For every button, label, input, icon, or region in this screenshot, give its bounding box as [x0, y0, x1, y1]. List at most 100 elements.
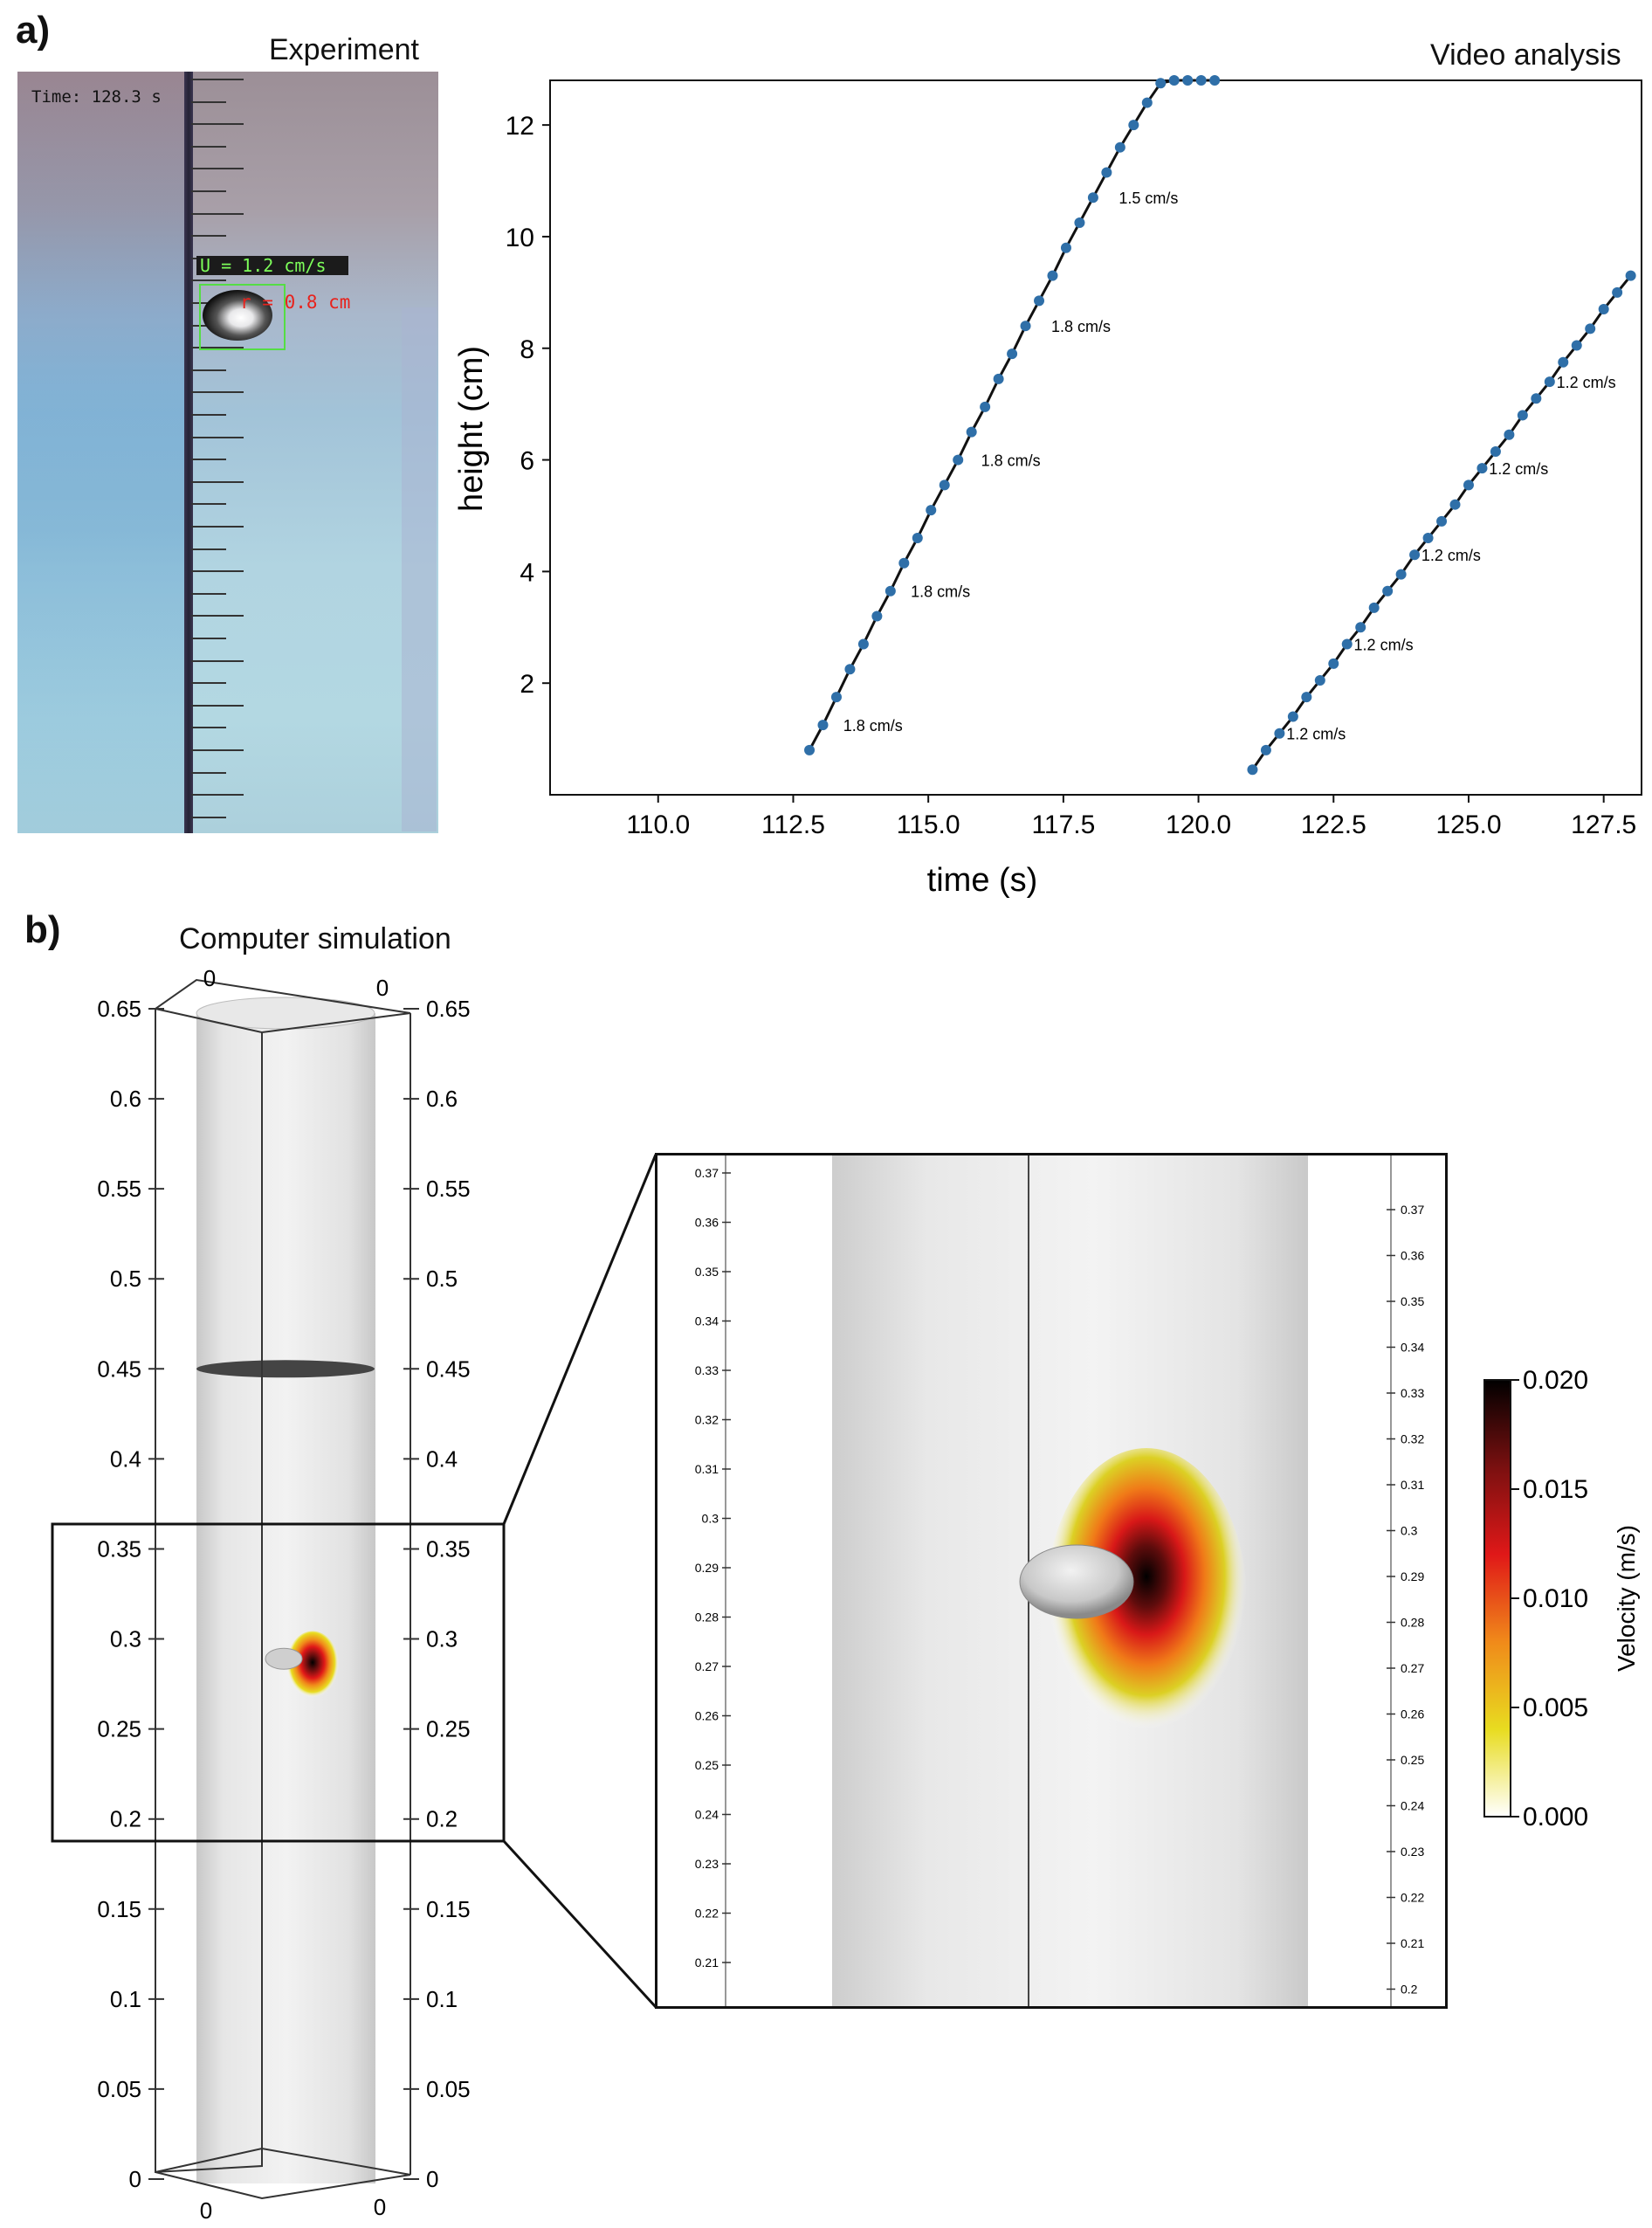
ruler-tick [191, 503, 226, 506]
data-point [1034, 295, 1045, 307]
data-point [1087, 192, 1098, 203]
ruler [184, 72, 193, 833]
photo-side-panel [402, 307, 437, 831]
data-point [1355, 622, 1366, 633]
radius-label: r = 0.8 cm [240, 292, 351, 313]
colorbar-bar [1483, 1379, 1511, 1818]
data-point [939, 479, 950, 491]
y-axis-label: height (cm) [454, 346, 490, 512]
x-tick-label: 110.0 [626, 810, 690, 839]
zoom-left-tick-label: 0.34 [695, 1314, 719, 1328]
left-axis-label: 0 [129, 2166, 141, 2192]
colorbar-tick-label: 0.010 [1523, 1584, 1588, 1613]
data-point [1155, 78, 1167, 89]
ruler-tick [191, 615, 244, 617]
data-point [980, 401, 991, 412]
colorbar-label: Velocity (m/s) [1613, 1525, 1640, 1672]
data-point [844, 664, 856, 675]
y-tick-label: 12 [506, 112, 534, 141]
zoom-left-tick-label: 0.23 [695, 1857, 719, 1871]
photo-background-stripe [17, 72, 192, 833]
ruler-tick [191, 727, 226, 729]
ruler-tick [191, 436, 244, 438]
y-tick-label: 2 [520, 670, 534, 699]
top-tick-label: 0 [376, 975, 389, 1001]
data-point [1436, 515, 1448, 527]
zoom-right-tick-label: 0.27 [1401, 1661, 1424, 1675]
right-axis-label: 0.15 [426, 1896, 471, 1922]
time-readout: Time: 128.3 s [31, 87, 162, 107]
bubble [203, 290, 272, 341]
x-tick-label: 117.5 [1031, 810, 1095, 839]
zoom-right-tick-label: 0.25 [1401, 1753, 1424, 1767]
ruler-tick [191, 414, 226, 416]
x-axis-label: time (s) [927, 862, 1038, 899]
zoom-right-tick-label: 0.23 [1401, 1845, 1424, 1859]
zoom-right-tick-label: 0.22 [1401, 1891, 1424, 1905]
zoom-left-tick-label: 0.21 [695, 1956, 719, 1969]
data-point [1504, 429, 1515, 440]
experiment-title: Experiment [269, 33, 419, 66]
velocity-annotation: 1.5 cm/s [1119, 190, 1178, 207]
zoom-left-tick-label: 0.33 [695, 1363, 719, 1377]
colorbar-tick-label: 0.000 [1523, 1803, 1588, 1831]
zoom-left-tick-label: 0.28 [695, 1611, 719, 1624]
ruler-tick [191, 682, 226, 685]
panel-a-letter: a) [16, 9, 51, 52]
ruler-tick [191, 816, 226, 818]
data-point [1128, 120, 1139, 131]
data-point [1101, 167, 1112, 178]
data-point [1247, 764, 1258, 776]
y-tick-label: 4 [520, 558, 534, 587]
zoom-view: 0.37 0.36 0.35 0.34 0.33 0.32 0.31 0.3 0.29 0.28 0… [695, 1155, 1424, 2006]
ruler-tick [191, 592, 226, 595]
data-point [1531, 393, 1542, 404]
ruler-tick [191, 168, 244, 170]
data-point [1544, 376, 1555, 388]
right-axis-label: 0.3 [426, 1626, 458, 1652]
ruler-tick [191, 548, 226, 550]
time-unit: s [151, 87, 162, 107]
right-axis-label: 0.55 [426, 1176, 471, 1202]
left-axis-label: 0.2 [110, 1806, 141, 1832]
data-point [966, 426, 977, 438]
velocity-colorbar: 0.020 0.015 0.010 0.005 0.000 Velocity (m/s) [1483, 1366, 1640, 1831]
data-point [817, 720, 829, 731]
bottom-tick-label: 0 [374, 2194, 386, 2220]
right-axis-label: 0.2 [426, 1806, 458, 1832]
data-point [993, 373, 1004, 384]
data-point [953, 454, 964, 466]
data-point [1060, 242, 1071, 253]
right-axis-label: 0.65 [426, 996, 471, 1022]
series-line [808, 79, 1215, 751]
ruler-tick [191, 212, 244, 215]
colorbar-tick-label: 0.020 [1523, 1366, 1588, 1395]
simulation-title: Computer simulation [179, 922, 451, 955]
ruler-tick [191, 771, 226, 774]
zoom-left-tick-label: 0.24 [695, 1808, 719, 1822]
zoom-left-tick-label: 0.29 [695, 1561, 719, 1575]
x-tick-label: 115.0 [897, 810, 960, 839]
zoom-bubble [1019, 1544, 1134, 1619]
ruler-tick [191, 235, 226, 238]
zoom-right-tick-label: 0.36 [1401, 1249, 1424, 1263]
ruler-tick [191, 659, 244, 662]
data-point [926, 505, 937, 516]
zoom-panel: 0.37 0.36 0.35 0.34 0.33 0.32 0.31 0.3 0.29 0.28 0… [655, 1153, 1448, 2009]
zoom-right-tick-label: 0.3 [1401, 1524, 1418, 1538]
data-point [1141, 97, 1153, 108]
data-point [1260, 744, 1271, 755]
zoom-right-tick-label: 0.26 [1401, 1707, 1424, 1721]
top-tick-label: 0 [203, 965, 216, 991]
time-value: 128.3 [91, 87, 141, 107]
data-point [857, 638, 869, 650]
left-axis-label: 0.05 [97, 2076, 141, 2102]
data-point [1341, 638, 1353, 650]
left-axis-label: 0.55 [97, 1176, 141, 1202]
right-axis-label: 0 [426, 2166, 438, 2192]
data-point [1314, 674, 1325, 686]
left-axis-label: 0.1 [110, 1986, 141, 2012]
data-point [1517, 410, 1528, 421]
zoom-left-tick-label: 0.27 [695, 1659, 719, 1673]
zoom-left-tick-label: 0.22 [695, 1907, 719, 1921]
